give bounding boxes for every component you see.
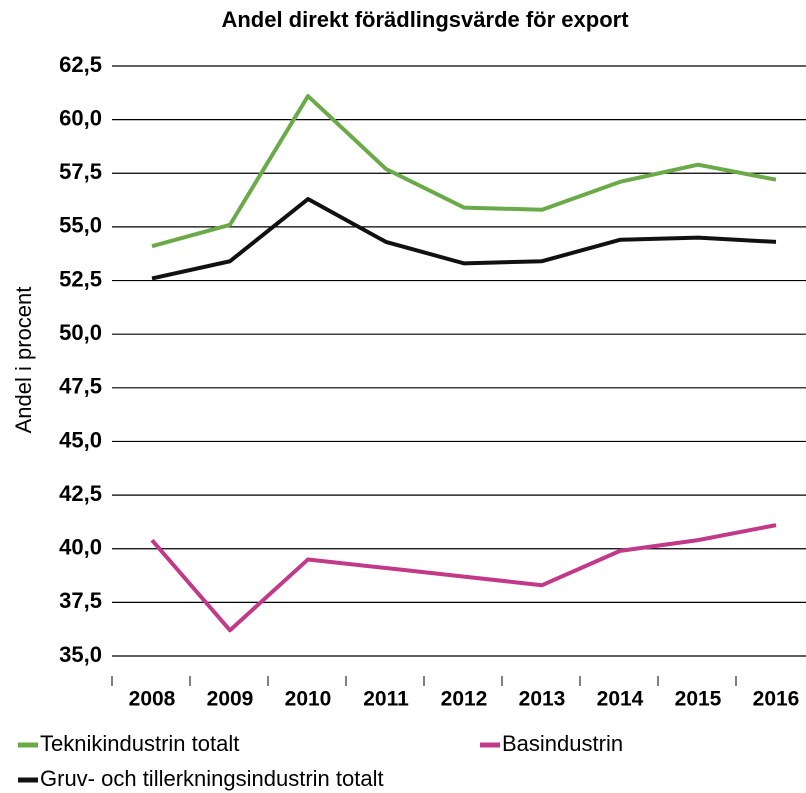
y-tick-label: 60,0 xyxy=(59,105,102,130)
y-tick-label: 45,0 xyxy=(59,427,102,452)
y-tick-label: 35,0 xyxy=(59,642,102,667)
y-tick-label: 52,5 xyxy=(59,266,102,291)
chart-title: Andel direkt förädlingsvärde för export xyxy=(221,7,629,32)
x-tick-label: 2009 xyxy=(207,688,254,711)
x-tick-label: 2011 xyxy=(363,688,409,711)
y-tick-label: 55,0 xyxy=(59,213,102,238)
series-line xyxy=(151,94,777,249)
legend-label: Basindustrin xyxy=(502,731,623,756)
y-tick-label: 47,5 xyxy=(59,374,102,399)
series-line xyxy=(150,523,777,633)
legend-label: Gruv- och tillerkningsindustrin totalt xyxy=(40,766,384,791)
legend-label: Teknikindustrin totalt xyxy=(40,731,239,756)
x-tick-label: 2016 xyxy=(753,688,800,711)
y-axis-label: Andel i procent xyxy=(11,287,36,434)
x-tick-label: 2010 xyxy=(285,688,332,711)
series-line xyxy=(151,197,777,281)
x-tick-label: 2008 xyxy=(129,688,176,711)
y-tick-label: 62,5 xyxy=(59,52,102,77)
y-tick-label: 40,0 xyxy=(59,535,102,560)
y-tick-label: 57,5 xyxy=(59,159,102,184)
y-tick-label: 42,5 xyxy=(59,481,102,506)
x-tick-label: 2012 xyxy=(441,688,488,711)
x-tick-label: 2014 xyxy=(597,688,644,711)
y-tick-label: 50,0 xyxy=(59,320,102,345)
y-tick-label: 37,5 xyxy=(59,588,102,613)
x-tick-label: 2013 xyxy=(519,688,566,711)
x-tick-label: 2015 xyxy=(675,688,722,711)
